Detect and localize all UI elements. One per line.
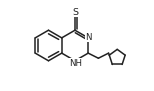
Text: NH: NH (69, 59, 82, 68)
Text: S: S (72, 8, 78, 17)
Text: N: N (85, 33, 91, 42)
